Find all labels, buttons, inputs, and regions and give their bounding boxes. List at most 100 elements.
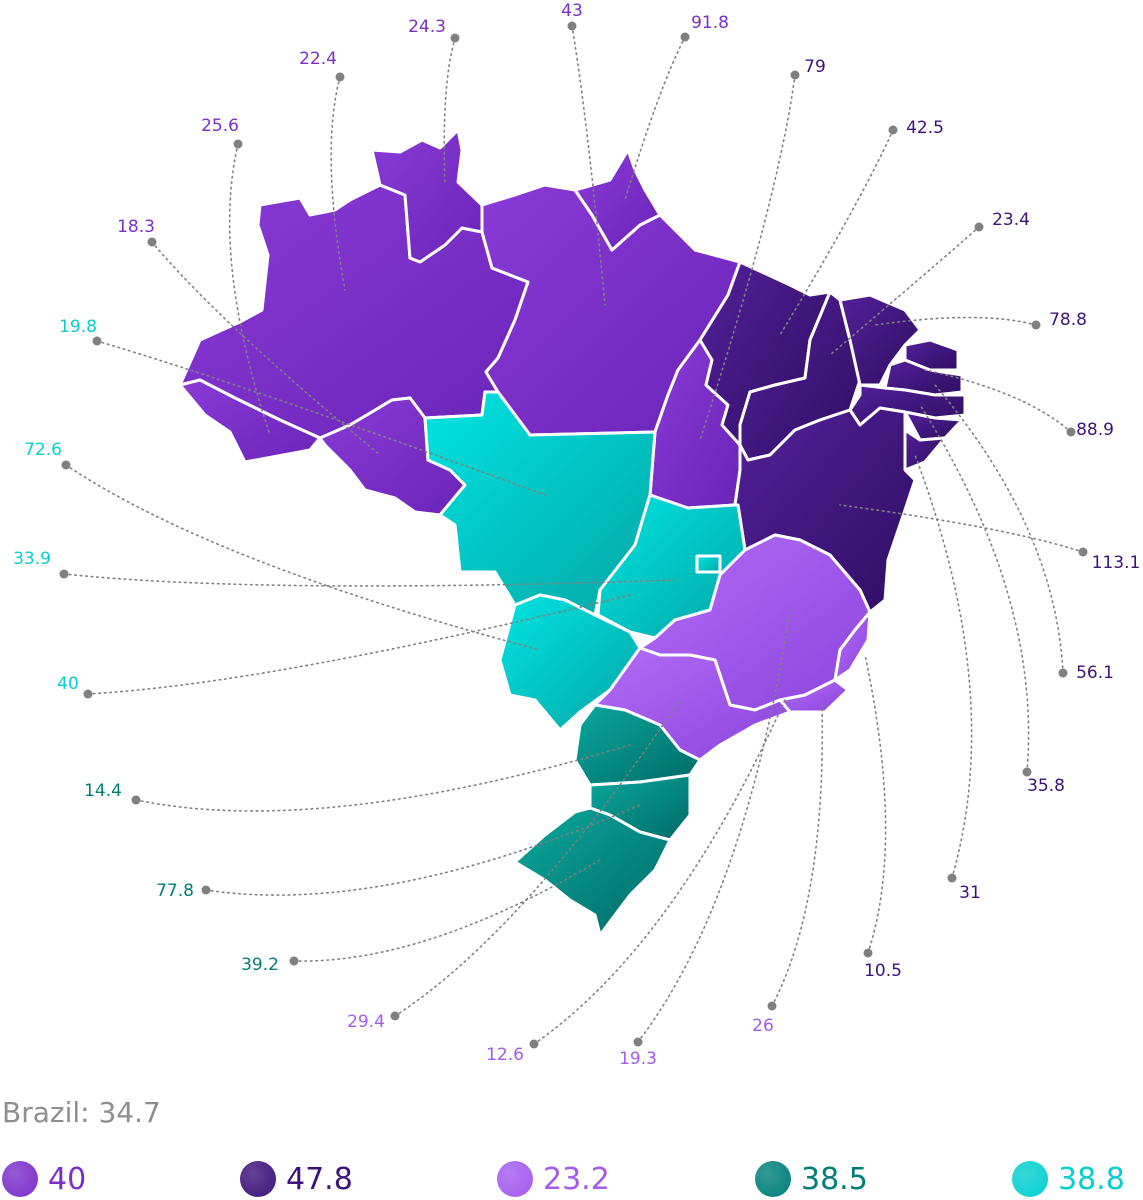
legend: 40 47.8 23.2 38.5 38.8 (0, 1158, 1143, 1200)
state-value-label: 26 (752, 1016, 774, 1036)
connector-line (135, 744, 631, 812)
state-value-label: 39.2 (241, 955, 279, 975)
state-ceara (838, 293, 922, 387)
connector-line (63, 573, 676, 587)
connector-dot (767, 1001, 777, 1011)
state-value-label: 42.5 (906, 118, 944, 138)
connector-line (924, 369, 1072, 433)
state-value-label: 23.4 (992, 210, 1030, 230)
state-amapa (573, 148, 662, 252)
legend-value: 40 (48, 1161, 87, 1197)
connector-dot (147, 237, 157, 247)
connector-dot (201, 885, 211, 895)
connector-line (914, 454, 973, 879)
connector-line (65, 464, 541, 651)
connector-dot (1066, 427, 1076, 437)
connector-dot (680, 32, 690, 42)
state-value-label: 77.8 (156, 881, 194, 901)
connector-dot (974, 222, 984, 232)
connector-lines (63, 25, 1084, 1045)
connector-line (874, 316, 1037, 326)
connector-dot (947, 873, 957, 883)
state-value-label: 14.4 (84, 781, 122, 801)
value-labels: 24.3 43 91.8 22.4 79 25.6 42.5 18.3 23.4 19.8 78.8… (13, 1, 1140, 1069)
state-distrito-federal (695, 554, 722, 574)
legend-item-north: 40 (2, 1158, 86, 1200)
state-rio-grande-do-sul (513, 806, 672, 937)
brazil-states-map: 24.3 43 91.8 22.4 79 25.6 42.5 18.3 23.4 19.8 78.8… (13, 1, 1140, 1069)
connector-dots (59, 21, 1088, 1049)
state-acre (178, 378, 322, 464)
connector-line (829, 226, 980, 356)
connector-dot (633, 1037, 643, 1047)
connector-dot (233, 139, 243, 149)
legend-value: 38.5 (801, 1161, 868, 1197)
state-value-label: 19.8 (59, 317, 97, 337)
state-value-label: 31 (959, 883, 981, 903)
state-value-label: 33.9 (13, 549, 51, 569)
state-value-label: 56.1 (1076, 663, 1114, 683)
connector-dot (61, 460, 71, 470)
state-value-label: 18.3 (117, 217, 155, 237)
connector-line (394, 699, 681, 1017)
connector-line (934, 384, 1064, 674)
connector-dot (390, 1011, 400, 1021)
connector-dot (567, 21, 577, 31)
state-value-label: 12.6 (486, 1045, 524, 1065)
connector-dot (1031, 320, 1041, 330)
connector-line (293, 859, 601, 962)
connector-line (228, 143, 271, 436)
legend-item-northeast: 47.8 (240, 1158, 353, 1200)
legend-item-south: 38.5 (755, 1158, 868, 1200)
state-value-label: 29.4 (347, 1012, 385, 1032)
legend-swatch (1012, 1161, 1048, 1197)
state-value-label: 40 (57, 674, 79, 694)
legend-value: 23.2 (543, 1161, 610, 1197)
connector-dot (92, 336, 102, 346)
connector-line (637, 609, 791, 1043)
state-value-label: 88.9 (1076, 420, 1114, 440)
connector-line (96, 340, 546, 496)
connector-line (839, 504, 1084, 553)
state-value-label: 43 (561, 1, 583, 21)
legend-item-southeast: 23.2 (497, 1158, 610, 1200)
state-value-label: 19.3 (619, 1049, 657, 1069)
connector-dot (450, 33, 460, 43)
connector-line (864, 654, 887, 954)
state-value-label: 25.6 (201, 116, 239, 136)
connector-line (443, 37, 456, 186)
connector-dot (529, 1039, 539, 1049)
state-value-label: 91.8 (691, 13, 729, 33)
connector-dot (83, 689, 93, 699)
state-value-label: 78.8 (1049, 310, 1087, 330)
connector-dot (131, 795, 141, 805)
connector-dot (289, 956, 299, 966)
connector-line (330, 76, 346, 291)
legend-value: 38.8 (1058, 1161, 1125, 1197)
connector-line (624, 36, 686, 201)
state-value-label: 113.1 (1092, 553, 1141, 573)
brazil-average: Brazil: 34.7 (2, 1096, 161, 1129)
legend-item-center-west: 38.8 (1012, 1158, 1125, 1200)
legend-swatch (2, 1161, 38, 1197)
connector-dot (790, 70, 800, 80)
connector-dot (863, 948, 873, 958)
state-value-label: 79 (804, 57, 826, 77)
connector-dot (1078, 547, 1088, 557)
connector-line (771, 704, 824, 1007)
state-value-label: 10.5 (864, 961, 902, 981)
state-value-label: 22.4 (299, 49, 337, 69)
connector-dot (335, 72, 345, 82)
connector-dot (59, 569, 69, 579)
connector-line (205, 804, 641, 896)
connector-line (919, 404, 1030, 773)
connector-dot (888, 125, 898, 135)
state-value-label: 35.8 (1027, 776, 1065, 796)
state-value-label: 24.3 (408, 17, 446, 37)
legend-swatch (497, 1161, 533, 1197)
connector-dot (1022, 767, 1032, 777)
connector-line (699, 74, 796, 441)
legend-value: 47.8 (286, 1161, 353, 1197)
connector-line (571, 25, 606, 306)
legend-swatch (240, 1161, 276, 1197)
